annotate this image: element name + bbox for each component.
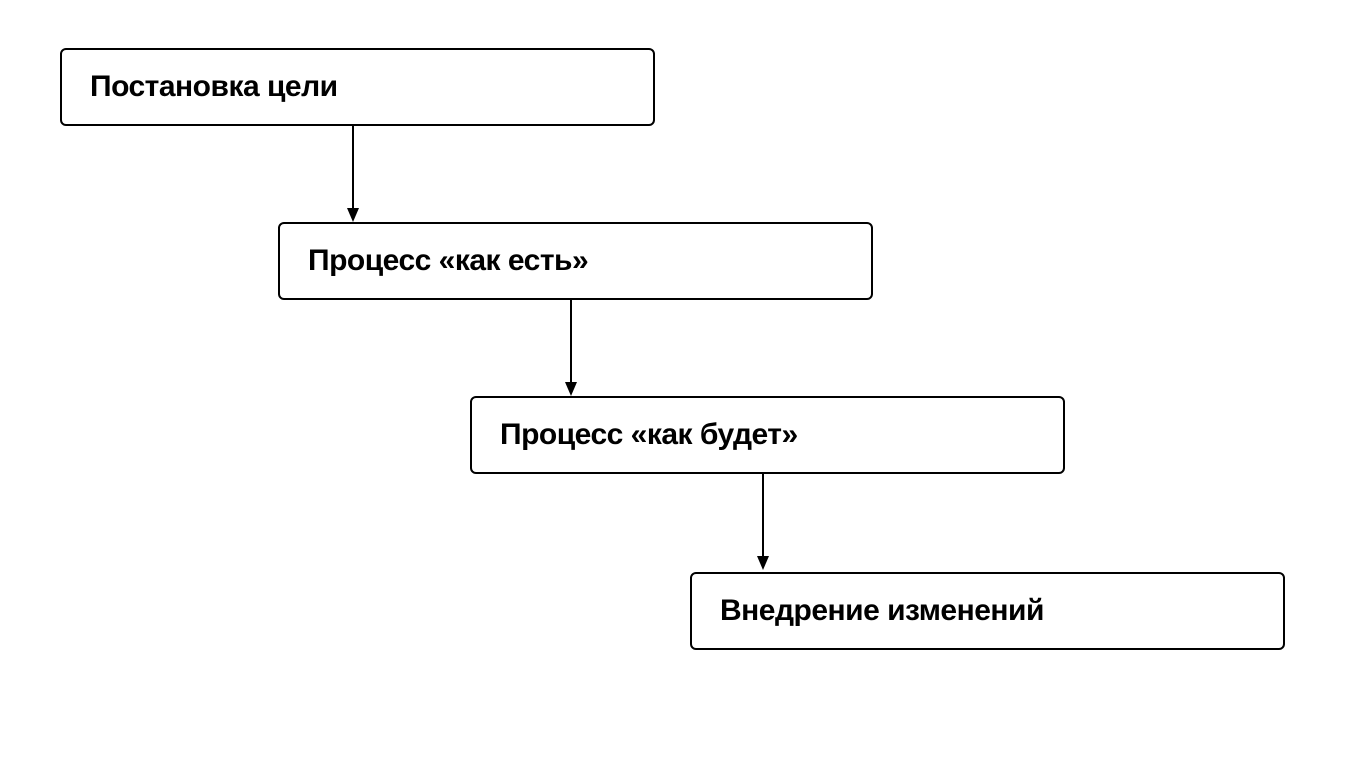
flow-node-label: Процесс «как будет» <box>500 418 798 452</box>
arrow-down-icon <box>757 474 769 570</box>
flow-node-goal: Постановка цели <box>60 48 655 126</box>
flow-node-label: Процесс «как есть» <box>308 244 588 278</box>
process-flowchart: Постановка цели Процесс «как есть» Проце… <box>0 0 1360 772</box>
arrow-down-icon <box>565 300 577 396</box>
flow-node-implement: Внедрение изменений <box>690 572 1285 650</box>
arrow-down-icon <box>347 126 359 222</box>
flow-node-label: Внедрение изменений <box>720 594 1044 628</box>
flow-node-label: Постановка цели <box>90 70 338 104</box>
flow-node-to-be: Процесс «как будет» <box>470 396 1065 474</box>
flow-node-as-is: Процесс «как есть» <box>278 222 873 300</box>
